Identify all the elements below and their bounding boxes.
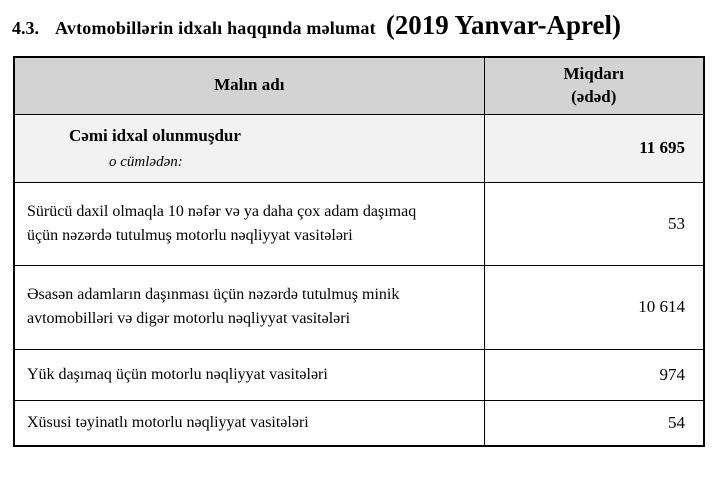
column-header-quantity-line1: Miqdarı xyxy=(563,63,624,83)
row-value: 54 xyxy=(483,399,705,447)
table-row: Əsasən adamların daşınması üçün nəzərdə … xyxy=(13,264,705,350)
table-row: Xüsusi təyinatlı motorlu nəqliyyat vasit… xyxy=(13,399,705,447)
row-label: Əsasən adamların daşınması üçün nəzərdə … xyxy=(13,264,485,350)
row-value: 10 614 xyxy=(483,264,705,350)
row-label: Yük daşımaq üçün motorlu nəqliyyat vasit… xyxy=(13,348,485,401)
page: 4.3. Avtomobillərin idxalı haqqında məlu… xyxy=(0,10,716,447)
row-value: 974 xyxy=(483,348,705,401)
total-label: Cəmi idxal olunmuşdur xyxy=(69,126,241,145)
table-row: Sürücü daxil olmaqla 10 nəfər və ya daha… xyxy=(13,181,705,266)
import-table: Malın adı Miqdarı (ədəd) Cəmi idxal olun… xyxy=(13,56,705,447)
section-title-text: Avtomobillərin idxalı haqqında məlumat xyxy=(55,18,376,38)
column-header-quantity: Miqdarı (ədəd) xyxy=(483,56,705,115)
report-period: (2019 Yanvar-Aprel) xyxy=(385,10,622,40)
total-value: 11 695 xyxy=(483,113,705,183)
table-row-total: Cəmi idxal olunmuşdur o cümlədən: 11 695 xyxy=(13,113,705,183)
row-label: Xüsusi təyinatlı motorlu nəqliyyat vasit… xyxy=(13,399,485,447)
table-header-row: Malın adı Miqdarı (ədəd) xyxy=(13,56,705,115)
section-number: 4.3. xyxy=(12,18,39,38)
row-value: 53 xyxy=(483,181,705,266)
table-row: Yük daşımaq üçün motorlu nəqliyyat vasit… xyxy=(13,348,705,401)
row-label: Sürücü daxil olmaqla 10 nəfər və ya daha… xyxy=(13,181,485,266)
column-header-name: Malın adı xyxy=(13,56,485,115)
total-sublabel: o cümlədən: xyxy=(109,153,183,170)
section-title: 4.3. Avtomobillərin idxalı haqqında məlu… xyxy=(12,10,716,41)
column-header-quantity-line2: (ədəd) xyxy=(571,86,617,106)
total-label-cell: Cəmi idxal olunmuşdur o cümlədən: xyxy=(13,113,485,183)
